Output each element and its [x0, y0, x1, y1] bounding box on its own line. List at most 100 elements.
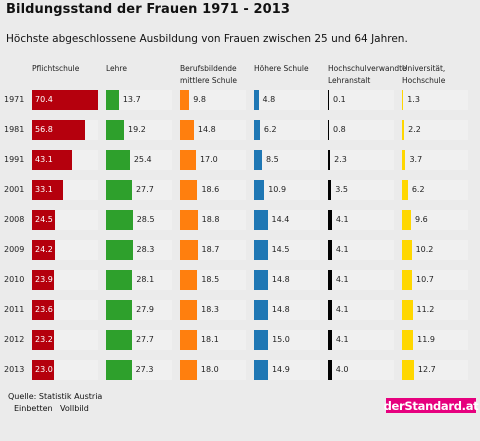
bar-value-label: 15.0: [272, 335, 290, 344]
bar: [328, 120, 329, 140]
bar: [254, 330, 269, 350]
bar-value-label: 2.2: [408, 125, 421, 134]
year-label: 1971: [4, 95, 25, 104]
bar-track: [328, 120, 394, 140]
brand-logo[interactable]: derStandard.at: [383, 398, 479, 413]
year-label: 1981: [4, 125, 25, 134]
bar: [402, 300, 413, 320]
chart-row: 1971 70.4 13.7 9.8 4.8 0.1 1.3: [0, 88, 470, 112]
chart-row: 2012 23.2 27.7 18.1 15.0 4.1 11.9: [0, 328, 470, 352]
bar-value-label: 0.8: [333, 125, 346, 134]
bar: [106, 240, 133, 260]
chart-subtitle: Höchste abgeschlossene Ausbildung von Fr…: [6, 33, 408, 45]
bar-value-label: 3.5: [335, 185, 349, 194]
column-header-line: Hochschulverwandte: [328, 64, 407, 73]
bar: [328, 330, 332, 350]
bar-track: [402, 210, 468, 230]
bar: [328, 240, 332, 260]
bar-value-label: 4.1: [335, 215, 349, 224]
bar-value-label: 6.2: [411, 185, 425, 194]
fullscreen-link[interactable]: Vollbild: [60, 404, 89, 413]
bar-value-label: 56.8: [35, 125, 53, 134]
column-header-line: Pflichtschule: [32, 64, 80, 73]
bar-track: [328, 330, 394, 350]
bar: [402, 360, 414, 380]
column-header-line: Lehranstalt: [328, 76, 371, 85]
bar-track: [402, 330, 468, 350]
bar: [328, 300, 332, 320]
bar: [402, 90, 404, 110]
bar-track: [254, 120, 320, 140]
bar-value-label: 10.9: [268, 185, 287, 194]
bar-value-label: 18.3: [201, 305, 219, 314]
bar-value-label: 18.8: [201, 215, 220, 224]
bar-value-label: 8.5: [265, 155, 279, 164]
bar: [402, 120, 405, 140]
bar-track: [402, 240, 468, 260]
bar: [180, 180, 198, 200]
bar-value-label: 27.7: [135, 185, 154, 194]
column-header: Pflichtschule: [32, 63, 79, 75]
bar-value-label: 18.6: [201, 185, 220, 194]
bar-track: [254, 240, 320, 260]
bar-value-label: 3.7: [409, 155, 423, 164]
bar: [106, 330, 132, 350]
bar-value-label: 9.8: [193, 95, 206, 104]
bar: [254, 240, 268, 260]
bar: [180, 120, 194, 140]
column-header: Berufsbildende mittlere Schule: [180, 63, 237, 87]
bar: [180, 330, 197, 350]
year-label: 2011: [4, 305, 25, 314]
bar-track: [328, 300, 394, 320]
bar-track: [402, 180, 468, 200]
bar: [254, 210, 268, 230]
bar: [106, 270, 133, 290]
bar-value-label: 23.9: [35, 275, 53, 284]
bar: [180, 150, 196, 170]
bar: [106, 90, 119, 110]
bar-value-label: 23.6: [35, 305, 53, 314]
bar-value-label: 1.3: [407, 95, 420, 104]
bar-track: [328, 210, 394, 230]
bar: [180, 210, 198, 230]
bar: [180, 270, 198, 290]
bar-track: [180, 90, 246, 110]
year-label: 2012: [4, 335, 25, 344]
bar-track: [254, 270, 320, 290]
bar-value-label: 4.1: [335, 275, 349, 284]
year-label: 2010: [4, 275, 25, 284]
chart-row: 2008 24.5 28.5 18.8 14.4 4.1 9.6: [0, 208, 470, 232]
year-label: 2008: [4, 215, 25, 224]
bar-track: [402, 360, 468, 380]
bar: [32, 300, 55, 320]
column-header: Universität, Hochschule: [402, 63, 445, 87]
bar-value-label: 13.7: [122, 95, 141, 104]
embed-link[interactable]: Einbetten: [14, 404, 53, 413]
bar-value-label: 28.1: [136, 275, 155, 284]
bar-track: [402, 120, 468, 140]
year-label: 2001: [4, 185, 25, 194]
bar-track: [254, 180, 320, 200]
bar: [254, 90, 259, 110]
bar: [32, 150, 73, 170]
bar-track: [254, 90, 320, 110]
bar-value-label: 27.3: [135, 365, 154, 374]
bar: [180, 300, 198, 320]
bar-value-label: 10.2: [415, 245, 434, 254]
chart-row: 2010 23.9 28.1 18.5 14.8 4.1 10.7: [0, 268, 470, 292]
bar-value-label: 12.7: [417, 365, 436, 374]
bar: [106, 210, 133, 230]
bar-value-label: 19.2: [128, 125, 146, 134]
column-header-line: Lehre: [106, 64, 127, 73]
bar-value-label: 14.8: [271, 275, 290, 284]
column-header-line: Hochschule: [402, 76, 446, 85]
bar-value-label: 4.1: [335, 245, 349, 254]
bar: [328, 360, 332, 380]
chart-row: 2009 24.2 28.3 18.7 14.5 4.1 10.2: [0, 238, 470, 262]
bar-track: [180, 150, 246, 170]
bar: [254, 150, 262, 170]
bar-value-label: 18.0: [200, 365, 219, 374]
bar: [180, 90, 190, 110]
column-header-line: mittlere Schule: [180, 76, 237, 85]
bar-value-label: 14.9: [271, 365, 290, 374]
